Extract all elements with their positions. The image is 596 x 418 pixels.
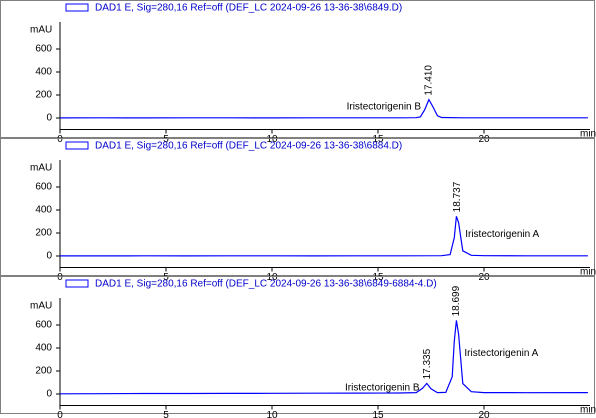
legend-label: DAD1 E, Sig=280,16 Ref=off (DEF_LC 2024-… xyxy=(95,3,402,14)
y-tick-label: 200 xyxy=(35,366,52,377)
compound-label: Iristectorigenin B xyxy=(347,102,422,113)
legend-swatch xyxy=(65,141,89,150)
x-tick-label: 0 xyxy=(57,410,63,418)
legend-label: DAD1 E, Sig=280,16 Ref=off (DEF_LC 2024-… xyxy=(95,279,437,290)
y-tick-label: 400 xyxy=(35,343,52,354)
panel-frame xyxy=(0,276,595,414)
y-tick-label: 0 xyxy=(46,389,52,400)
x-tick-label: 20 xyxy=(478,272,490,283)
legend-label: DAD1 E, Sig=280,16 Ref=off (DEF_LC 2024-… xyxy=(95,141,402,152)
y-tick-label: 600 xyxy=(35,320,52,331)
y-tick-label: 200 xyxy=(35,90,52,101)
peak-label: 17.335 xyxy=(422,348,433,379)
x-axis-label: min xyxy=(580,129,596,140)
peak-label: 18.699 xyxy=(451,285,462,316)
x-tick-label: 15 xyxy=(372,410,384,418)
y-tick-label: 600 xyxy=(35,44,52,55)
y-axis-label: mAU xyxy=(30,301,52,312)
x-tick-label: 15 xyxy=(372,134,384,145)
x-tick-label: 0 xyxy=(57,134,63,145)
signal-line xyxy=(60,216,588,257)
compound-label: Iristectorigenin B xyxy=(345,382,420,393)
signal-line xyxy=(59,98,588,119)
y-tick-label: 400 xyxy=(35,67,52,78)
compound-label: Iristectorigenin A xyxy=(465,229,539,240)
x-tick-label: 10 xyxy=(266,272,278,283)
peak-label: 18.737 xyxy=(452,181,463,212)
y-axis-label: mAU xyxy=(30,25,52,36)
y-axis-label: mAU xyxy=(30,163,52,174)
x-tick-label: 10 xyxy=(266,134,278,145)
x-tick-label: 20 xyxy=(478,134,490,145)
x-tick-label: 5 xyxy=(163,134,169,145)
x-axis-label: min xyxy=(580,405,596,416)
y-tick-label: 400 xyxy=(35,205,52,216)
x-tick-label: 20 xyxy=(478,410,490,418)
legend-swatch xyxy=(65,279,89,288)
x-tick-label: 15 xyxy=(372,272,384,283)
y-tick-label: 0 xyxy=(46,251,52,262)
x-tick-label: 0 xyxy=(57,272,63,283)
x-tick-label: 5 xyxy=(163,272,169,283)
panel-frame xyxy=(0,138,595,276)
y-tick-label: 600 xyxy=(35,182,52,193)
peak-label: 17.410 xyxy=(424,65,435,96)
panel-frame xyxy=(0,0,595,138)
x-tick-label: 10 xyxy=(266,410,278,418)
legend-swatch xyxy=(65,3,89,12)
y-tick-label: 0 xyxy=(46,113,52,124)
y-tick-label: 200 xyxy=(35,228,52,239)
compound-label: Iristectorigenin A xyxy=(464,348,538,359)
x-tick-label: 5 xyxy=(163,410,169,418)
signal-line xyxy=(59,320,588,395)
x-axis-label: min xyxy=(580,267,596,278)
